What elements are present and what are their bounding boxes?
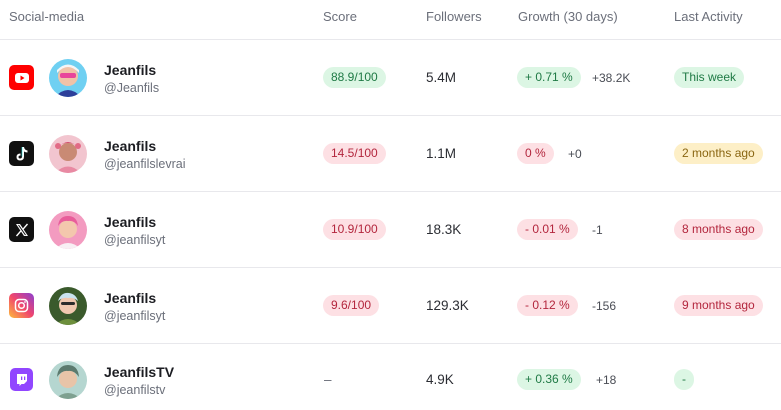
score-badge: 14.5/100 (323, 143, 386, 164)
account-name[interactable]: JeanfilsTV (104, 364, 175, 380)
header-last-activity[interactable]: Last Activity (674, 9, 743, 24)
table-row[interactable]: JeanfilsTV @jeanfilstv – 4.9K + 0.36 % +… (0, 344, 781, 410)
account-name[interactable]: Jeanfils (104, 62, 157, 78)
avatar[interactable] (49, 211, 87, 249)
table-header: Social-media Score Followers Growth (30 … (0, 0, 781, 40)
growth-absolute: +18 (596, 373, 617, 387)
table-row[interactable]: Jeanfils @jeanfilslevrai 14.5/100 1.1M 0… (0, 116, 781, 192)
activity-badge: 9 months ago (674, 295, 763, 316)
avatar[interactable] (49, 135, 87, 173)
account-handle: @jeanfilstv (104, 383, 166, 397)
twitch-icon (10, 368, 33, 391)
avatar[interactable] (49, 287, 87, 325)
score-empty: – (324, 372, 332, 387)
youtube-icon (9, 65, 34, 90)
followers-count: 129.3K (426, 298, 469, 313)
activity-badge: This week (674, 67, 745, 88)
tiktok-icon (9, 141, 34, 166)
score-badge: 9.6/100 (323, 295, 380, 316)
activity-badge: 8 months ago (674, 219, 763, 240)
score-badge: 88.9/100 (323, 67, 386, 88)
header-followers[interactable]: Followers (426, 9, 482, 24)
growth-absolute: +38.2K (592, 71, 631, 85)
account-name[interactable]: Jeanfils (104, 290, 157, 306)
x-icon (9, 217, 34, 242)
score-badge: 10.9/100 (323, 219, 386, 240)
activity-badge: - (674, 369, 694, 390)
header-growth[interactable]: Growth (30 days) (518, 9, 618, 24)
header-score[interactable]: Score (323, 9, 357, 24)
growth-percent-badge: 0 % (517, 143, 554, 164)
account-handle: @jeanfilsyt (104, 309, 166, 323)
growth-percent-badge: - 0.12 % (517, 295, 578, 316)
table-row[interactable]: Jeanfils @jeanfilsyt 9.6/100 129.3K - 0.… (0, 268, 781, 344)
growth-percent-badge: + 0.36 % (517, 369, 581, 390)
instagram-icon (9, 293, 34, 318)
account-handle: @Jeanfils (104, 81, 160, 95)
followers-count: 5.4M (426, 70, 457, 85)
account-name[interactable]: Jeanfils (104, 138, 157, 154)
growth-absolute: -156 (592, 299, 617, 313)
avatar[interactable] (49, 361, 87, 399)
account-handle: @jeanfilslevrai (104, 157, 186, 171)
growth-absolute: +0 (568, 147, 582, 161)
growth-percent-badge: - 0.01 % (517, 219, 578, 240)
avatar[interactable] (49, 59, 87, 97)
growth-percent-badge: + 0.71 % (517, 67, 581, 88)
activity-badge: 2 months ago (674, 143, 763, 164)
followers-count: 1.1M (426, 146, 457, 161)
header-social-media: Social-media (9, 9, 85, 24)
table-row[interactable]: Jeanfils @Jeanfils 88.9/100 5.4M + 0.71 … (0, 40, 781, 116)
account-handle: @jeanfilsyt (104, 233, 166, 247)
followers-count: 18.3K (426, 222, 462, 237)
account-name[interactable]: Jeanfils (104, 214, 157, 230)
table-row[interactable]: Jeanfils @jeanfilsyt 10.9/100 18.3K - 0.… (0, 192, 781, 268)
followers-count: 4.9K (426, 372, 454, 387)
growth-absolute: -1 (592, 223, 603, 237)
